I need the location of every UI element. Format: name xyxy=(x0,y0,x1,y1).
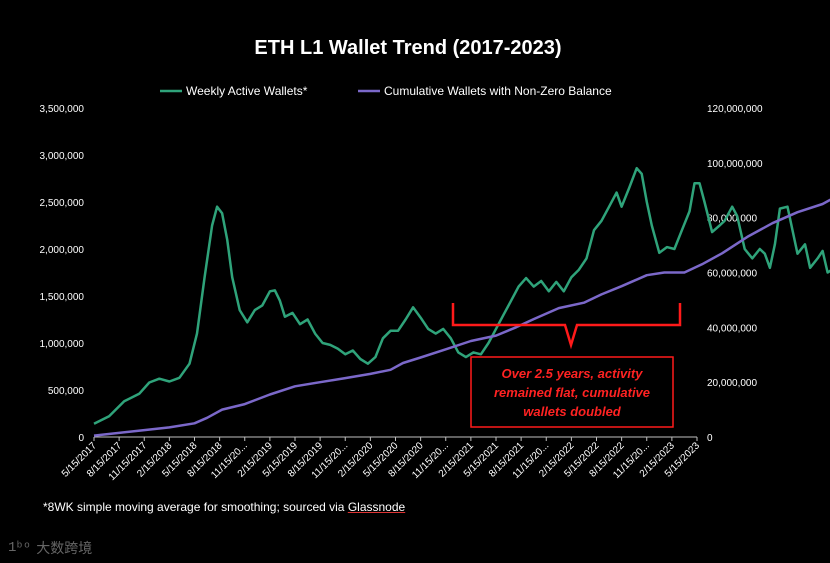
right-axis-tick-label: 120,000,000 xyxy=(707,104,763,115)
annotation: Over 2.5 years, activity remained flat, … xyxy=(451,303,682,428)
right-axis-tick-label: 0 xyxy=(707,433,713,444)
annotation-bracket xyxy=(451,303,682,350)
left-axis-tick-label: 1,500,000 xyxy=(40,292,85,303)
series-line-weekly-active-wallets xyxy=(93,166,830,425)
right-axis-tick-label: 40,000,000 xyxy=(707,323,757,334)
annotation-line-1: Over 2.5 years, activity xyxy=(502,366,644,381)
watermark-logo: 1ᵇᵒ xyxy=(8,540,31,556)
left-axis-tick-label: 2,000,000 xyxy=(40,245,85,256)
chart: ETH L1 Wallet Trend (2017-2023) Weekly A… xyxy=(40,37,830,483)
watermark: 1ᵇᵒ 大数跨境 xyxy=(8,538,92,558)
series-line-cumulative-wallets xyxy=(93,198,830,437)
footnote: *8WK simple moving average for smoothing… xyxy=(43,500,405,514)
left-axis-tick-label: 3,000,000 xyxy=(40,151,85,162)
right-axis-tick-label: 100,000,000 xyxy=(707,159,763,170)
left-axis-tick-label: 2,500,000 xyxy=(40,198,85,209)
watermark-text: 大数跨境 xyxy=(36,540,93,556)
right-axis: 0 20,000,000 40,000,000 60,000,000 80,000,00… xyxy=(707,104,763,444)
annotation-line-3: wallets doubled xyxy=(523,404,622,419)
left-axis-tick-label: 1,000,000 xyxy=(40,339,85,350)
x-axis: 5/15/20178/15/201711/15/20172/15/20185/1… xyxy=(60,436,702,483)
legend-label-cumulative: Cumulative Wallets with Non-Zero Balance xyxy=(384,84,612,98)
right-axis-tick-label: 60,000,000 xyxy=(707,269,757,280)
chart-title: ETH L1 Wallet Trend (2017-2023) xyxy=(254,37,561,59)
right-axis-tick-label: 80,000,000 xyxy=(707,214,757,225)
left-axis-tick-label: 500,000 xyxy=(48,386,85,397)
left-axis-tick-label: 0 xyxy=(78,433,84,444)
footnote-source-link[interactable]: Glassnode xyxy=(347,500,406,514)
legend-label-weekly-active: Weekly Active Wallets* xyxy=(186,84,308,98)
left-axis-tick-label: 3,500,000 xyxy=(40,104,85,115)
series-layer xyxy=(93,166,830,437)
annotation-box xyxy=(470,356,674,428)
legend: Weekly Active Wallets* Cumulative Wallet… xyxy=(160,84,612,98)
right-axis-tick-label: 20,000,000 xyxy=(707,378,757,389)
annotation-line-2: remained flat, cumulative xyxy=(494,385,650,400)
footnote-text: *8WK simple moving average for smoothing… xyxy=(43,500,348,514)
left-axis: 0 500,000 1,000,000 1,500,000 2,000,000 2,500… xyxy=(40,104,85,444)
